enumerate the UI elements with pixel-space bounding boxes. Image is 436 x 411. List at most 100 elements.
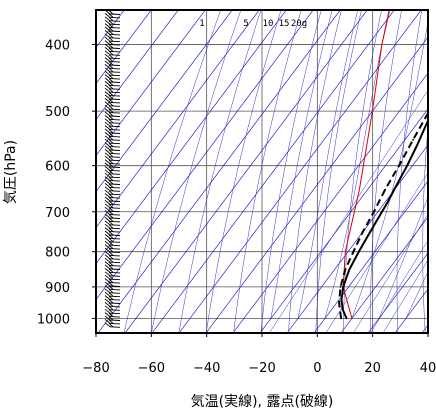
wind-barb — [109, 207, 121, 209]
wind-barb — [109, 159, 121, 162]
wind-barb-flag — [104, 74, 111, 79]
wind-barb-flag — [104, 295, 111, 300]
wind-barb-flag — [108, 37, 114, 42]
wind-barb — [109, 50, 121, 53]
wind-barb-flag — [104, 322, 111, 328]
wind-barb — [109, 149, 121, 151]
wind-barb — [109, 224, 121, 226]
wind-barb — [109, 322, 121, 325]
x-tick-label: −40 — [193, 361, 220, 376]
wind-barb-flag — [104, 234, 111, 239]
wind-barb-flag — [108, 278, 114, 283]
y-axis-ticks: 1002003004005006007008009001000 — [37, 38, 96, 327]
wind-barb-flag — [108, 258, 114, 263]
wind-barb-flag — [108, 40, 114, 45]
wind-barb — [109, 61, 121, 63]
wind-barb-flag — [108, 295, 114, 300]
wind-barb — [109, 271, 121, 274]
wind-barb-flag — [104, 40, 111, 45]
temperature-point — [340, 299, 343, 301]
x-tick-label: −20 — [248, 361, 275, 376]
wind-barb-flag — [108, 50, 114, 56]
wind-barb-flag — [108, 159, 114, 164]
wind-barb-flag — [108, 101, 114, 107]
wind-barb-flag — [104, 291, 111, 297]
wind-barb-flag — [104, 132, 111, 137]
wind-barb-flag — [108, 268, 114, 273]
wind-barb-flag — [108, 44, 114, 49]
wind-barb-flag — [104, 64, 111, 69]
wind-barb — [109, 30, 121, 32]
y-tick-label: 600 — [45, 160, 70, 175]
wind-barb-flag — [104, 183, 111, 188]
isotherm-line — [96, 10, 314, 301]
wind-barb-flag — [104, 251, 111, 256]
wind-barb — [109, 288, 121, 291]
wind-barb — [109, 44, 121, 46]
wind-barb-flag — [108, 54, 114, 59]
wind-barb-flag — [108, 125, 114, 130]
wind-barb-flag — [104, 257, 111, 263]
isotherm-line — [205, 36, 428, 333]
wind-barb-flag — [104, 312, 111, 317]
wind-barb-flag — [108, 248, 114, 253]
wind-barb-flag — [104, 261, 111, 266]
wind-barb — [109, 275, 121, 277]
wind-barb-flag — [108, 203, 114, 209]
wind-barb — [109, 84, 121, 87]
wind-barb-flag — [108, 139, 114, 144]
temperature-line — [340, 118, 428, 319]
wind-barb-flag — [108, 105, 114, 110]
mixing-ratio-line — [325, 172, 428, 333]
wind-barb-flag — [104, 308, 111, 314]
wind-barb-flag — [108, 200, 114, 205]
wind-barb-flag — [108, 265, 114, 270]
wind-barb-flag — [108, 122, 114, 127]
wind-barb-flag — [104, 288, 111, 294]
wind-barb-flag — [104, 121, 111, 127]
wind-barb-flag — [108, 112, 114, 117]
wind-barb-flag — [104, 47, 111, 52]
wind-barb-flag — [104, 162, 111, 168]
wind-barb-flag — [104, 23, 111, 28]
wind-barb — [109, 40, 121, 43]
wind-barb-flag — [108, 132, 114, 137]
wind-barb — [109, 319, 121, 321]
wind-barb-flag — [104, 200, 111, 205]
x-tick-label: −80 — [82, 361, 109, 376]
wind-barb-flag — [104, 67, 111, 73]
dewpoint-point — [344, 268, 347, 271]
wind-barb-flag — [108, 156, 114, 161]
wind-barb-flag — [108, 299, 114, 304]
wind-barb-flag — [108, 13, 114, 18]
wind-barb-flag — [108, 183, 114, 188]
wind-barb — [109, 108, 121, 111]
wind-barb-flag — [104, 128, 111, 134]
wind-barb-flag — [108, 47, 114, 52]
wind-barb-flag — [104, 94, 111, 100]
temperature-point — [357, 250, 360, 253]
temperature-point — [376, 219, 378, 222]
wind-barb — [109, 220, 121, 223]
wind-barb-flag — [108, 152, 114, 158]
wind-barb — [109, 261, 121, 264]
wind-barb-flag — [108, 217, 114, 222]
wind-barb — [109, 146, 121, 148]
wind-barb-flag — [104, 135, 111, 141]
wind-barb-flag — [104, 77, 111, 83]
wind-barb — [109, 16, 121, 19]
wind-barb-flag — [104, 125, 111, 130]
wind-barb — [109, 217, 121, 219]
wind-barb-flag — [104, 315, 111, 321]
wind-barb — [109, 135, 121, 138]
wind-barb-flag — [104, 36, 111, 42]
wind-barb — [109, 176, 121, 179]
wind-barb — [109, 244, 121, 247]
wind-barb-flag — [108, 282, 114, 287]
wind-barb-flag — [108, 316, 114, 321]
wind-barb-flag — [108, 74, 114, 79]
wind-barb — [109, 292, 121, 294]
wind-barb — [109, 251, 121, 253]
y-tick-label: 700 — [45, 206, 70, 221]
wind-barb-flag — [104, 274, 111, 280]
